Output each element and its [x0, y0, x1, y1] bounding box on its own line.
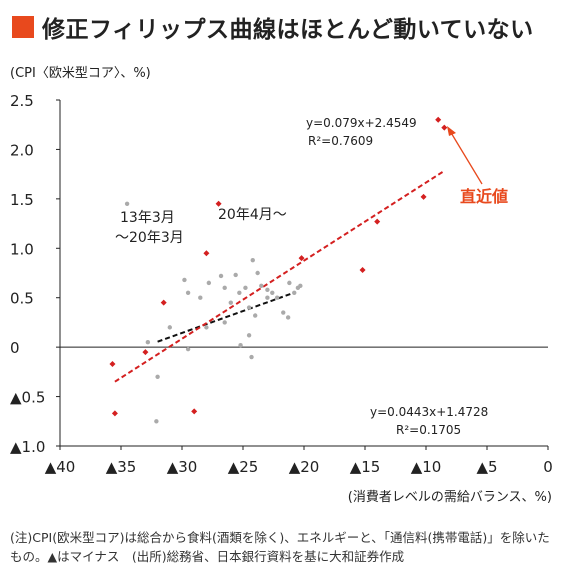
y-axis-label: (CPI〈欧米型コア〉、%)	[10, 66, 151, 81]
data-point-2013-2020	[185, 346, 191, 352]
data-point-2013-2020	[285, 315, 291, 320]
data-point-2013-2020	[124, 201, 130, 206]
footnote: (注)CPI(欧米型コア)は総合から食料(酒類を除く)、エネルギーと、「通信料(…	[10, 530, 550, 564]
y-tick-label: 2.0	[10, 141, 34, 159]
data-point-2020-onward	[420, 193, 427, 200]
data-point-2020-onward	[374, 218, 381, 225]
data-point-2013-2020	[246, 333, 252, 338]
data-point-2013-2020	[218, 273, 224, 279]
x-tick-label: ▲40	[45, 458, 76, 476]
chart-labels: y=0.079x+2.4549 R²=0.7609 y=0.0443x+1.4728…	[115, 116, 508, 437]
data-point-2013-2020	[222, 320, 227, 325]
trendline	[157, 292, 293, 343]
data-point-2013-2020	[253, 313, 258, 318]
trendline-equation-black: y=0.0443x+1.4728	[370, 405, 488, 419]
y-tick-label: ▲1.0	[10, 438, 45, 456]
data-point-2013-2020	[237, 290, 242, 295]
data-point-2020-onward	[191, 408, 198, 415]
data-point-2013-2020	[198, 295, 203, 300]
y-tick-label: 0.5	[10, 290, 34, 308]
data-point-2020-onward	[435, 116, 442, 123]
title-marker	[12, 16, 34, 38]
data-point-2013-2020	[265, 295, 270, 300]
data-point-2013-2020	[154, 419, 159, 424]
trendline-r2-black: R²=0.1705	[396, 423, 461, 437]
data-point-2013-2020	[155, 374, 160, 379]
data-point-2013-2020	[185, 290, 191, 295]
data-point-2013-2020	[145, 340, 151, 345]
latest-value-arrowhead	[447, 126, 456, 136]
data-point-2013-2020	[228, 300, 233, 305]
trendline	[114, 169, 445, 383]
x-tick-label: ▲25	[228, 458, 259, 476]
data-point-2013-2020	[167, 325, 172, 330]
chart-title: 修正フィリップス曲線はほとんど動いていない	[42, 17, 534, 43]
data-point-2020-onward	[111, 410, 118, 417]
series-label-2020-onward: 20年4月～	[218, 207, 287, 223]
data-point-2013-2020	[259, 283, 264, 289]
latest-value-arrow	[449, 130, 483, 185]
series-label-2013-2020: 13年3月	[120, 210, 175, 226]
data-point-2013-2020	[182, 277, 187, 283]
data-point-2020-onward	[142, 349, 149, 356]
y-tick-label: 2.5	[10, 92, 34, 110]
data-point-2020-onward	[359, 267, 366, 274]
data-point-2020-onward	[160, 299, 167, 306]
x-tick-label: ▲30	[167, 458, 198, 476]
data-point-2013-2020	[249, 354, 254, 360]
data-point-2013-2020	[246, 305, 252, 310]
x-tick-label: ▲35	[106, 458, 137, 476]
y-tick-label: 1.5	[10, 191, 34, 209]
x-tick-label: ▲15	[350, 458, 381, 476]
data-point-2013-2020	[250, 257, 255, 263]
y-tick-label: ▲0.5	[10, 389, 45, 407]
data-point-2013-2020	[206, 280, 212, 286]
data-point-2020-onward	[441, 124, 448, 131]
data-point-2013-2020	[287, 280, 292, 286]
data-point-2013-2020	[255, 270, 260, 276]
data-point-2020-onward	[109, 360, 116, 367]
data-point-2013-2020	[204, 325, 209, 330]
y-tick-label: 1.0	[10, 240, 34, 258]
data-point-2020-onward	[215, 200, 222, 207]
x-tick-label: ▲20	[289, 458, 320, 476]
y-tick-label: 0	[10, 339, 20, 357]
trendline-r2-red: R²=0.7609	[308, 134, 373, 148]
data-point-2020-onward	[203, 250, 210, 257]
x-axis-label: (消費者レベルの需給バランス、%)	[348, 490, 552, 505]
trendlines	[114, 169, 445, 383]
data-point-2013-2020	[270, 290, 275, 295]
data-point-2013-2020	[222, 285, 227, 291]
data-point-2013-2020	[274, 295, 280, 300]
x-tick-label: ▲5	[476, 458, 497, 476]
data-point-2020-onward	[298, 255, 305, 262]
data-point-2013-2020	[233, 272, 238, 278]
trendline-equation-red: y=0.079x+2.4549	[306, 116, 417, 130]
data-point-2013-2020	[292, 290, 297, 295]
data-point-2013-2020	[243, 285, 248, 291]
x-tick-label: ▲10	[411, 458, 442, 476]
data-point-2013-2020	[298, 283, 303, 289]
axes: 2.5 2.0 1.5 1.0 0.5 0 ▲0.5 ▲1.0▲40 ▲35 ▲30 ▲25 ▲20 ▲…	[10, 92, 553, 505]
title-row: 修正フィリップス曲線はほとんど動いていない	[12, 10, 534, 44]
data-point-2013-2020	[281, 310, 286, 315]
data-point-2013-2020	[265, 287, 270, 293]
data-points	[109, 116, 448, 424]
data-point-2013-2020	[238, 342, 243, 348]
series-label-2013-2020: ～20年3月	[115, 230, 184, 246]
latest-value-label: 直近値	[460, 187, 508, 206]
x-tick-label: 0	[543, 458, 553, 476]
